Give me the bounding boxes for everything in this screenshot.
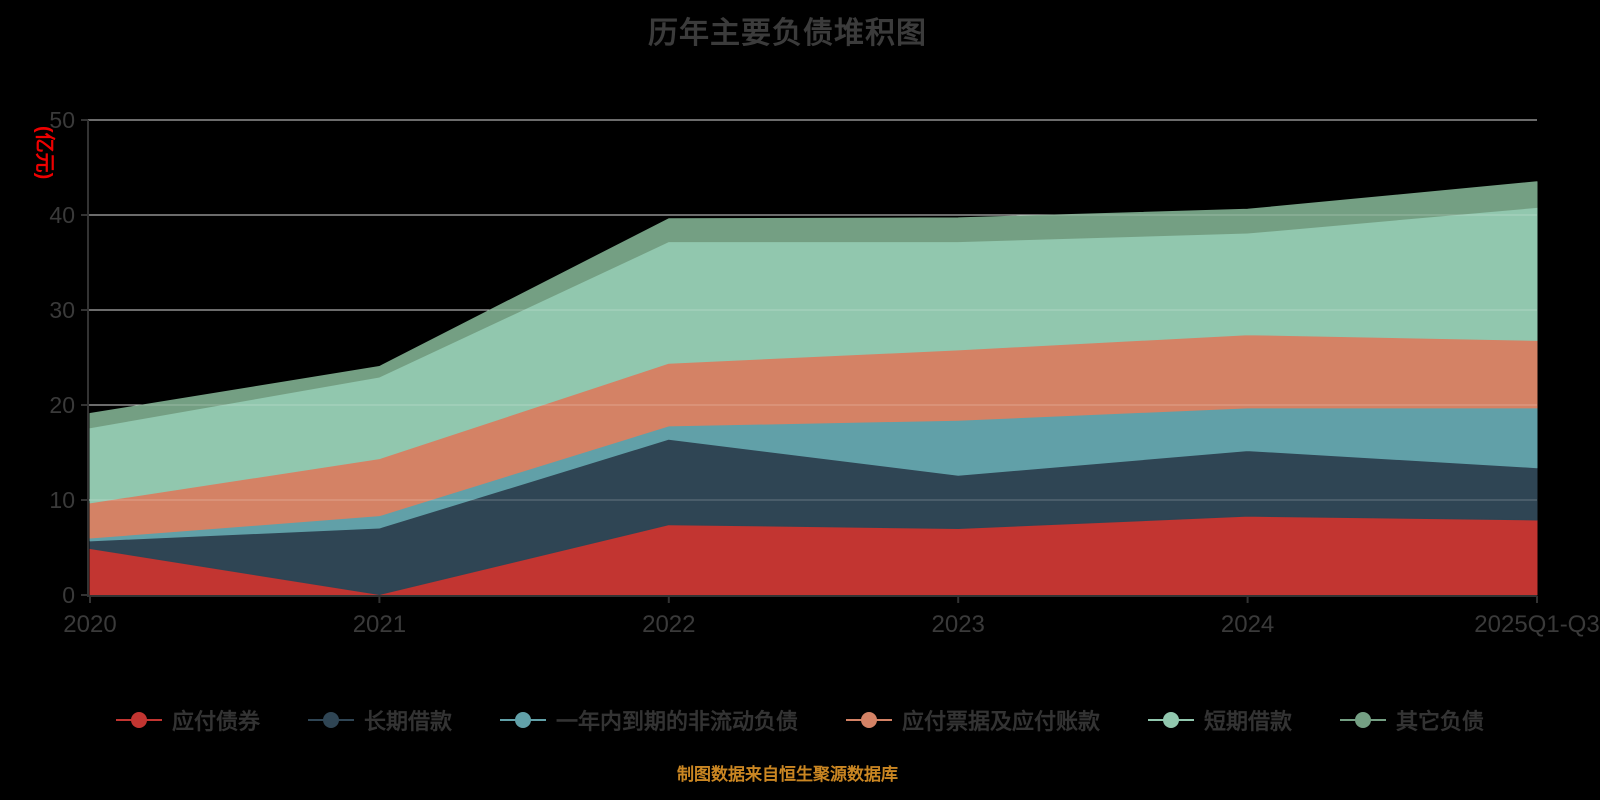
x-axis-label: 2020	[63, 611, 116, 638]
legend-item-other-liabilities[interactable]: 其它负债	[1340, 704, 1484, 736]
x-axis-label: 2022	[642, 611, 695, 638]
y-axis-label: 40	[49, 202, 75, 228]
legend-label: 应付债券	[171, 709, 260, 734]
legend-label: 应付票据及应付账款	[902, 709, 1101, 734]
legend-item-short-term-loans[interactable]: 短期借款	[1148, 704, 1292, 736]
legend-item-non-current-liabilities-due-within-one-year[interactable]: 一年内到期的非流动负债	[499, 704, 798, 736]
legend-label: 长期借款	[363, 709, 452, 734]
legend-label: 短期借款	[1204, 709, 1293, 734]
data-source-note: 制图数据来自恒生聚源数据库	[677, 765, 898, 784]
x-axis-label: 2021	[353, 611, 406, 638]
legend-line-dot-icon	[846, 712, 892, 728]
legend-line-dot-icon	[307, 712, 354, 728]
legend-label: 其它负债	[1396, 709, 1485, 734]
legend: 应付债券 长期借款 一年内到期的非流动负债 应付票据及应付账款 短期借款 其它负债	[0, 700, 1600, 740]
y-axis-label: 30	[49, 297, 75, 323]
y-axis-label: 10	[49, 487, 75, 513]
y-axis-label: 20	[49, 392, 75, 418]
legend-label: 一年内到期的非流动负债	[555, 709, 798, 734]
area-series-other-liabilities[interactable]	[89, 181, 1538, 429]
y-axis-name: (亿元)	[33, 126, 57, 179]
legend-line-dot-icon	[499, 712, 546, 728]
y-axis-label: 50	[49, 107, 75, 133]
chart-title: 历年主要负债堆积图	[648, 17, 927, 50]
legend-line-dot-icon	[1340, 712, 1387, 728]
legend-line-dot-icon	[1148, 712, 1195, 728]
x-axis-label: 2023	[932, 611, 985, 638]
x-axis-label: 2024	[1221, 611, 1274, 638]
y-axis-label: 0	[62, 582, 75, 608]
legend-line-dot-icon	[115, 712, 162, 728]
stacked-area-chart: 0 10 20 30 40 50(亿元) 2020 2021 2022 2023 2024 2025Q…	[33, 107, 1600, 638]
x-axis-label: 2025Q1-Q3	[1474, 611, 1599, 638]
legend-item-bonds-payable[interactable]: 应付债券	[115, 704, 260, 736]
legend-item-notes-and-accounts-payable[interactable]: 应付票据及应付账款	[846, 704, 1100, 736]
legend-item-long-term-loans[interactable]: 长期借款	[307, 704, 452, 736]
